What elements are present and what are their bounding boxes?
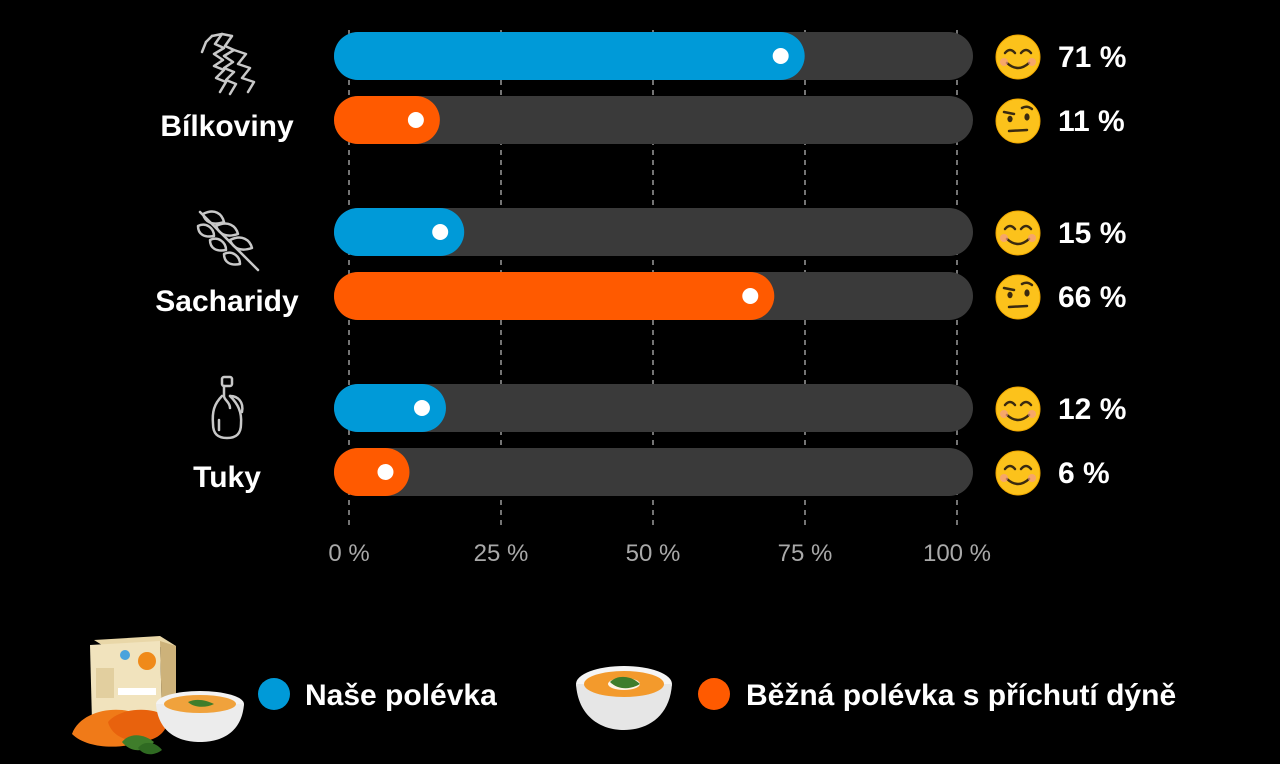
oil-bottle-icon: [211, 375, 244, 440]
bar-end-dot: [407, 112, 424, 128]
emoji-cheek: [1000, 58, 1008, 66]
emoji-eye: [1024, 113, 1030, 121]
emoji-cheek: [1000, 410, 1008, 418]
smiling-face-icon: [995, 34, 1041, 80]
value-label: 66 %: [1058, 281, 1126, 314]
emoji-cheek: [1028, 410, 1036, 418]
emoji-cheek: [1028, 234, 1036, 242]
bar-bezna-polevka: [334, 448, 410, 496]
emoji-brow: [1002, 286, 1016, 292]
smiling-face-icon: [995, 386, 1041, 432]
bar-bezna-polevka: [334, 96, 440, 144]
emoji-eye: [1003, 464, 1017, 471]
category-label: Bílkoviny: [160, 110, 294, 143]
legend-label: Běžná polévka s příchutí dýně: [746, 679, 1176, 712]
emoji-brow: [1020, 281, 1034, 287]
bar-track: [334, 448, 973, 496]
emoji-eye: [1019, 224, 1033, 231]
bar-track: [334, 96, 973, 144]
emoji-face: [995, 386, 1041, 432]
bar-end-dot: [432, 224, 449, 240]
pumpkin-soup-bowl-image: [576, 666, 672, 730]
emoji-eye: [1003, 400, 1017, 407]
x-tick-label: 75 %: [778, 540, 833, 567]
emoji-mouth: [1005, 237, 1031, 246]
emoji-face: [995, 450, 1041, 496]
labels-layer: 0 % 25 % 50 % 75 % 100 % Bílkoviny 71 % 11 % Sac…: [155, 34, 1176, 712]
value-label: 71 %: [1058, 41, 1126, 74]
legend-label: Naše polévka: [305, 679, 497, 712]
emoji-face: [995, 98, 1041, 144]
emoji-eye: [1003, 48, 1017, 55]
value-label: 6 %: [1058, 457, 1110, 490]
emoji-face: [995, 210, 1041, 256]
emoji-cheek: [1000, 234, 1008, 242]
bar-end-dot: [377, 464, 394, 480]
bar-nase-polevka: [334, 384, 446, 432]
soup-box-and-bowl-image: [72, 636, 244, 755]
raised-eyebrow-face-icon: [995, 98, 1041, 144]
wheat-icon: [196, 210, 260, 272]
emoji-eye: [1019, 400, 1033, 407]
emoji-face: [995, 34, 1041, 80]
emoji-eye: [1003, 224, 1017, 231]
bar-track: [334, 384, 973, 432]
emoji-cheek: [1028, 474, 1036, 482]
category-label: Tuky: [193, 461, 261, 494]
emoji-mouth: [1005, 477, 1031, 486]
x-tick-label: 0 %: [328, 540, 369, 567]
emoji-eye: [1007, 291, 1013, 299]
bar-track: [334, 208, 973, 256]
value-label: 11 %: [1058, 105, 1125, 138]
emoji-mouth: [1007, 304, 1029, 309]
bar-nase-polevka: [334, 32, 805, 80]
emoji-eye: [1019, 464, 1033, 471]
value-label: 12 %: [1058, 393, 1126, 426]
bar-end-dot: [742, 288, 759, 304]
legend-swatch: [258, 678, 290, 710]
emoji-eye: [1007, 115, 1013, 123]
bars-layer: [334, 32, 973, 496]
raised-eyebrow-face-icon: [995, 274, 1041, 320]
legend-swatch: [698, 678, 730, 710]
bar-nase-polevka: [334, 208, 465, 256]
x-tick-label: 25 %: [474, 540, 529, 567]
emoji-mouth: [1005, 413, 1031, 422]
pasta-icon: [200, 32, 256, 96]
emoji-cheek: [1028, 58, 1036, 66]
category-label: Sacharidy: [155, 285, 299, 318]
x-tick-label: 100 %: [923, 540, 991, 567]
emoji-eye: [1019, 48, 1033, 55]
emoji-cheek: [1000, 474, 1008, 482]
smiling-face-icon: [995, 210, 1041, 256]
emoji-brow: [1020, 105, 1034, 111]
bar-end-dot: [413, 400, 430, 416]
emoji-mouth: [1005, 61, 1031, 70]
emoji-mouth: [1007, 128, 1029, 133]
bar-end-dot: [772, 48, 789, 64]
smiling-face-icon: [995, 450, 1041, 496]
emoji-face: [995, 274, 1041, 320]
value-label: 15 %: [1058, 217, 1126, 250]
emoji-eye: [1024, 289, 1030, 297]
emoji-brow: [1002, 110, 1016, 116]
x-tick-label: 50 %: [626, 540, 681, 567]
bar-bezna-polevka: [334, 272, 775, 320]
